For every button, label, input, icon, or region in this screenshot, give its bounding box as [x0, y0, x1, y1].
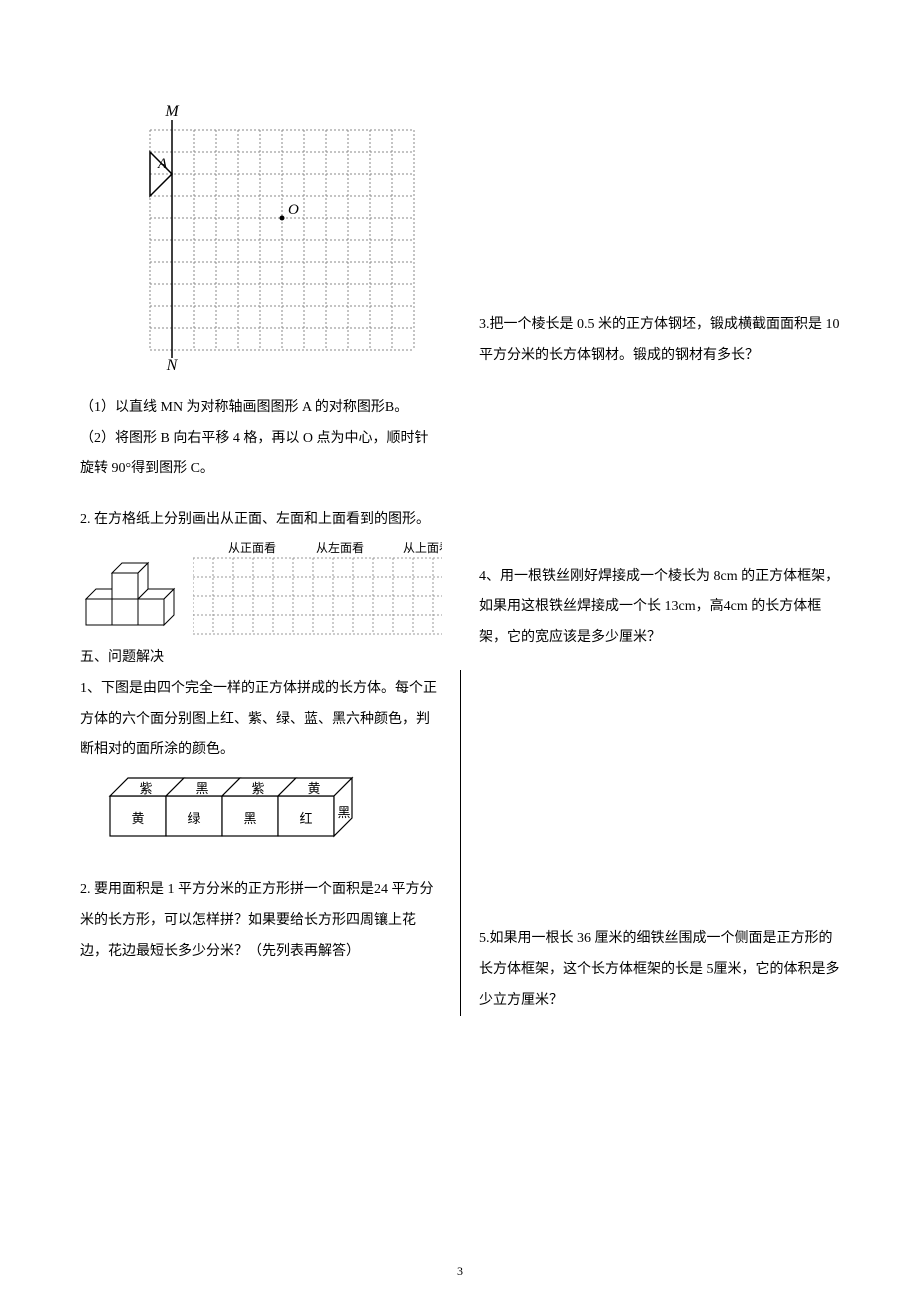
- view-grids: 从正面看 从左面看 从上面看: [193, 540, 442, 635]
- cuboid-top-2: 紫: [251, 781, 264, 796]
- label-top: 从上面看: [403, 541, 442, 555]
- label-front: 从正面看: [228, 541, 276, 555]
- q1-part2: （2）将图形 B 向右平移 4 格，再以 O 点为中心，顺时针旋转 90°得到图…: [80, 424, 442, 486]
- problem-2: 2. 要用面积是 1 平方分米的正方形拼一个面积是24 平方分米的长方形，可以怎…: [80, 875, 442, 967]
- label-left: 从左面看: [316, 540, 364, 555]
- colored-cuboid: 紫 黑 紫 黄 黄 绿 黑 红 黑: [100, 772, 442, 855]
- cuboid-front-0: 黄: [131, 811, 144, 826]
- section-5-heading: 五、问题解决: [80, 643, 442, 674]
- problem-1: 1、下图是由四个完全一样的正方体拼成的长方体。每个正方体的六个面分别图上红、紫、…: [80, 674, 442, 766]
- grid-figure-MN: M N A O: [140, 100, 442, 383]
- cuboid-top-1: 黑: [195, 781, 208, 796]
- problem-3: 3.把一个棱长是 0.5 米的正方体钢坯，锻成横截面面积是 10 平方分米的长方…: [479, 310, 840, 372]
- cuboid-top-3: 黄: [307, 781, 320, 796]
- page-number: 3: [457, 1258, 463, 1284]
- q1-part1: （1）以直线 MN 为对称轴画图图形 A 的对称图形B。: [80, 393, 442, 424]
- problem-4: 4、用一根铁丝刚好焊接成一个棱长为 8cm 的正方体框架，如果用这根铁丝焊接成一…: [479, 562, 840, 654]
- cube-solid: [80, 555, 185, 635]
- label-O: O: [288, 202, 299, 218]
- cuboid-front-2: 黑: [243, 811, 256, 826]
- cuboid-top-0: 紫: [139, 781, 152, 796]
- cuboid-svg: 紫 黑 紫 黄 黄 绿 黑 红 黑: [100, 772, 390, 842]
- right-column: 3.把一个棱长是 0.5 米的正方体钢坯，锻成横截面面积是 10 平方分米的长方…: [461, 100, 840, 1016]
- cuboid-front-1: 绿: [187, 811, 200, 826]
- grid-svg: M N A O: [140, 100, 420, 370]
- views-row: 从正面看 从左面看 从上面看: [80, 540, 442, 635]
- q2-intro: 2. 在方格纸上分别画出从正面、左面和上面看到的图形。: [80, 505, 442, 536]
- page: M N A O （1）以直线 MN 为对称轴画图图形 A 的对称图形B。 （2）…: [0, 0, 920, 1302]
- label-A: A: [157, 156, 168, 172]
- problem-5: 5.如果用一根长 36 厘米的细铁丝围成一个侧面是正方形的长方体框架，这个长方体…: [479, 924, 840, 1016]
- two-column-layout: M N A O （1）以直线 MN 为对称轴画图图形 A 的对称图形B。 （2）…: [80, 100, 840, 1016]
- label-M: M: [164, 103, 180, 120]
- label-N: N: [166, 357, 179, 370]
- left-column: M N A O （1）以直线 MN 为对称轴画图图形 A 的对称图形B。 （2）…: [80, 100, 460, 1016]
- cuboid-front-3: 红: [299, 811, 312, 826]
- cuboid-side: 黑: [337, 805, 350, 820]
